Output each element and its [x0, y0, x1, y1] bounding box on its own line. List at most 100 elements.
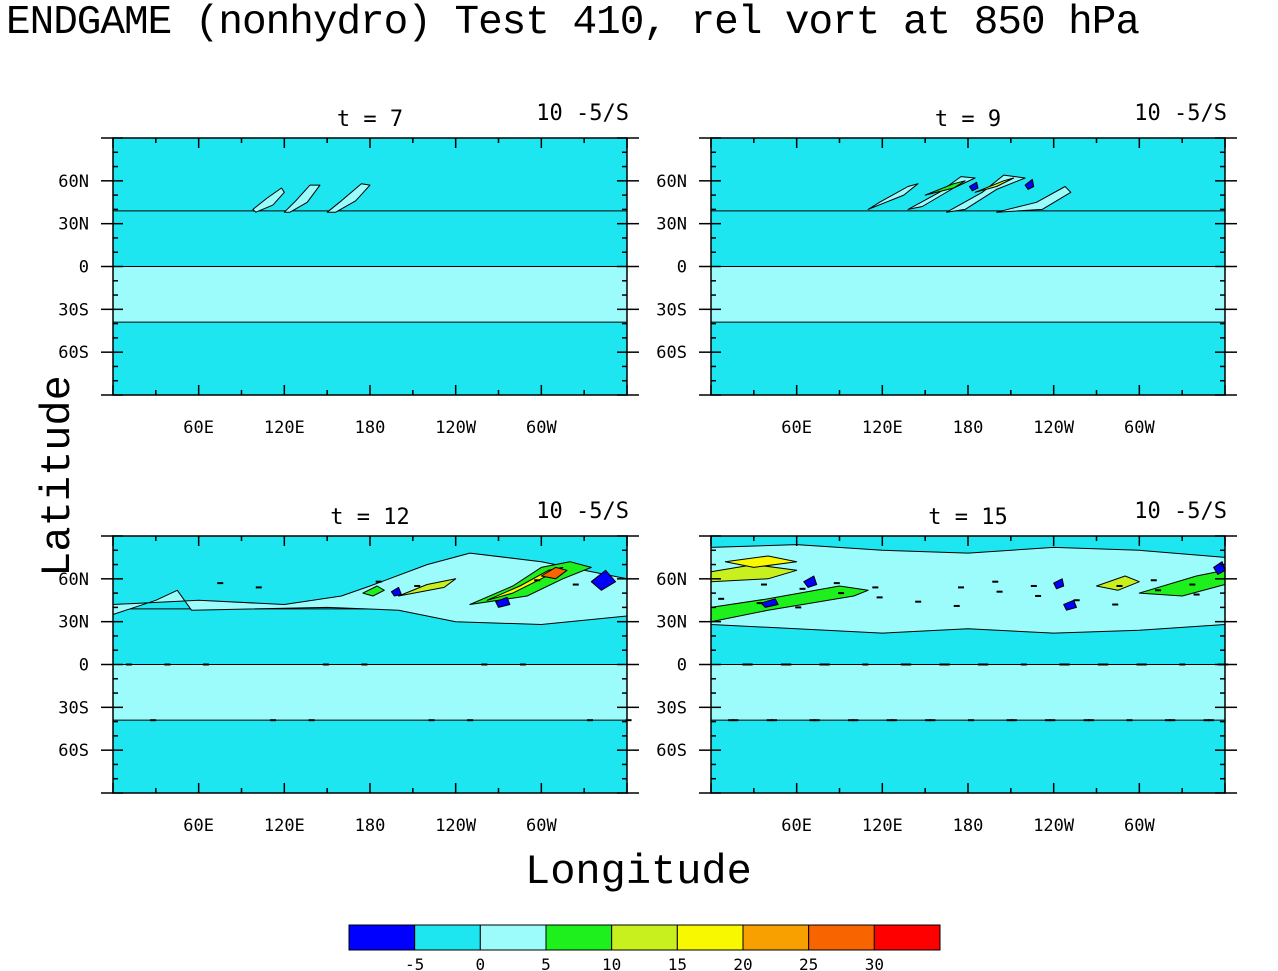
vorticity-feature [1053, 578, 1065, 590]
panel-time-label: t = 15 [928, 505, 1007, 530]
vorticity-feature [924, 180, 966, 196]
y-tick-label: 30S [656, 300, 687, 320]
colorbar-label: 0 [476, 955, 486, 971]
x-tick-label: 60W [1124, 816, 1155, 836]
y-tick-label: 30N [656, 215, 687, 235]
x-tick-label: 180 [355, 816, 386, 836]
figure-title: ENDGAME (nonhydro) Test 410, rel vort at… [6, 0, 1140, 46]
y-tick-label: 30N [58, 613, 89, 633]
panel-3: 60E 120E 180 120W 60W 60N 30N 0 30S 60S t = 12 10 -… [58, 499, 639, 836]
colorbar-label: 20 [733, 955, 752, 971]
band-tropical [113, 266, 627, 323]
x-tick-label: 60W [526, 418, 557, 438]
x-tick-label: 120W [1033, 816, 1075, 836]
panel-units-label: 10 -5/S [536, 499, 629, 524]
vorticity-feature [1096, 575, 1140, 591]
panel-time-label: t = 12 [330, 505, 409, 530]
x-tick-label: 120W [1033, 418, 1075, 438]
x-tick-label: 180 [355, 418, 386, 438]
vorticity-feature [710, 544, 1226, 634]
vorticity-feature [946, 174, 1026, 213]
y-tick-label: 30S [656, 698, 687, 718]
vorticity-feature [252, 187, 285, 213]
vorticity-feature [867, 183, 919, 210]
colorbar-swatch [545, 924, 613, 951]
x-tick-label: 60W [1124, 418, 1155, 438]
panel-units-label: 10 -5/S [1134, 499, 1227, 524]
y-tick-label: 60S [656, 343, 687, 363]
y-tick-label: 0 [79, 258, 89, 278]
x-tick-label: 60E [183, 816, 214, 836]
x-tick-label: 120E [264, 418, 305, 438]
x-tick-label: 180 [953, 816, 984, 836]
x-tick-label: 120E [264, 816, 305, 836]
colorbar-swatch [742, 924, 810, 951]
panel-4: 60E 120E 180 120W 60W 60N 30N 0 30S 60S t = 15 10 -… [656, 499, 1237, 836]
y-tick-label: 60N [656, 172, 687, 192]
colorbar-label: 15 [668, 955, 687, 971]
x-tick-label: 60E [781, 816, 812, 836]
x-tick-label: 60E [781, 418, 812, 438]
vorticity-feature [1063, 599, 1077, 611]
band-tropical [711, 266, 1225, 323]
colorbar-label: 25 [799, 955, 818, 971]
panel-units-label: 10 -5/S [1134, 101, 1227, 126]
vorticity-feature [1024, 178, 1035, 190]
vorticity-feature [996, 186, 1072, 213]
vorticity-feature [495, 596, 511, 608]
x-axis-title: Longitude [525, 848, 752, 896]
vorticity-feature [326, 183, 371, 213]
colorbar-swatch [414, 924, 481, 951]
colorbar-label: 10 [602, 955, 621, 971]
panel-2: 60E 120E 180 120W 60W 60N 30N 0 30S 60S t = 9 10 -5… [656, 101, 1237, 438]
vorticity-feature [760, 598, 779, 608]
colorbar-swatch [611, 924, 678, 951]
y-tick-label: 0 [79, 656, 89, 676]
vorticity-feature [362, 585, 385, 597]
y-tick-label: 30S [58, 300, 89, 320]
colorbar-swatch [873, 924, 941, 951]
y-tick-label: 0 [677, 656, 687, 676]
y-tick-label: 0 [677, 258, 687, 278]
colorbar-swatch [808, 924, 875, 951]
vorticity-feature [803, 575, 818, 588]
x-tick-label: 180 [953, 418, 984, 438]
vorticity-feature [974, 177, 1015, 193]
panel-units-label: 10 -5/S [536, 101, 629, 126]
y-tick-label: 60S [58, 741, 89, 761]
x-tick-label: 120W [435, 816, 477, 836]
y-tick-label: 30S [58, 698, 89, 718]
vorticity-feature [724, 555, 798, 568]
vorticity-feature [968, 181, 979, 192]
y-tick-label: 60N [58, 172, 89, 192]
band-tropical [711, 664, 1225, 721]
vorticity-feature [398, 578, 457, 597]
vorticity-feature [283, 184, 321, 213]
y-tick-label: 60N [58, 570, 89, 590]
panel-1: 60E 120E 180 120W 60W 60N 30N 0 30S 60S t = 7 10 -5… [58, 101, 639, 438]
colorbar: -5 0 5 10 15 20 25 30 [348, 924, 941, 971]
panel-time-label: t = 7 [337, 107, 403, 132]
band-tropical [113, 664, 627, 721]
colorbar-swatch [676, 924, 744, 951]
colorbar-label: -5 [405, 955, 424, 971]
colorbar-label: 30 [865, 955, 884, 971]
vorticity-feature [390, 586, 402, 597]
x-tick-label: 120E [862, 816, 903, 836]
colorbar-swatch [348, 924, 416, 951]
vorticity-feature [540, 566, 568, 580]
x-tick-label: 60E [183, 418, 214, 438]
y-tick-label: 30N [656, 613, 687, 633]
x-tick-label: 120E [862, 418, 903, 438]
colorbar-swatch [479, 924, 547, 951]
y-tick-label: 60N [656, 570, 687, 590]
vorticity-feature [590, 569, 617, 591]
colorbar-label: 5 [541, 955, 551, 971]
x-tick-label: 60W [526, 816, 557, 836]
vorticity-feature [710, 585, 869, 623]
x-tick-label: 120W [435, 418, 477, 438]
y-tick-label: 60S [656, 741, 687, 761]
y-tick-label: 30N [58, 215, 89, 235]
y-tick-label: 60S [58, 343, 89, 363]
